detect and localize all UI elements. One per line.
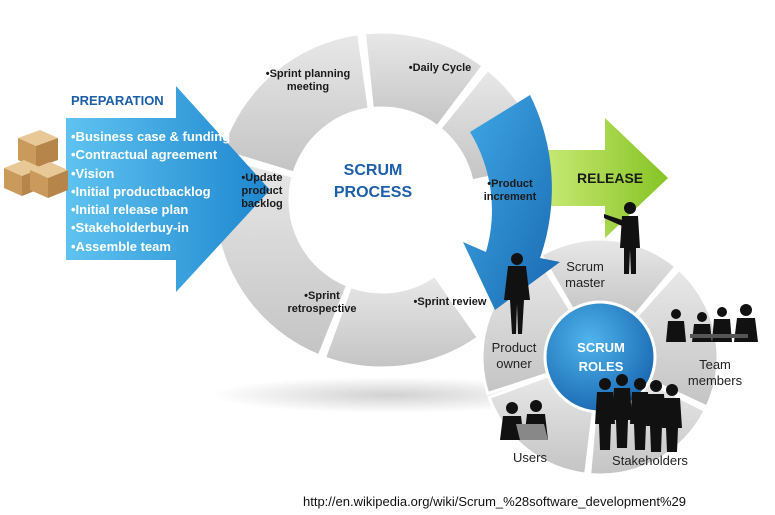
step-update-backlog-line1: •Update — [241, 172, 283, 184]
preparation-title-box — [66, 86, 176, 118]
step-update-backlog-line3: backlog — [241, 198, 283, 210]
step-update-backlog-line2: product — [241, 185, 283, 197]
source-url: http://en.wikipedia.org/wiki/Scrum_%28so… — [303, 494, 686, 509]
roles-title-line2: ROLES — [578, 359, 624, 374]
segment-sprint-review — [322, 273, 481, 370]
prep-item-stakeholder: •Stakeholderbuy-in — [71, 220, 189, 236]
step-update-backlog: •Update product backlog — [230, 172, 294, 211]
step-daily-cycle: •Daily Cycle — [408, 62, 472, 74]
process-title-line1: SCRUM — [343, 162, 403, 179]
role-scrum-master: Scrum master — [555, 259, 615, 291]
role-product-owner-line2: owner — [496, 356, 532, 371]
step-sprint-planning-line2: meeting — [286, 81, 330, 93]
boxes-icon — [4, 130, 68, 198]
step-sprint-planning-line1: •Sprint planning — [265, 68, 351, 80]
segment-update-backlog — [219, 31, 371, 175]
process-title: SCRUM PROCESS — [318, 160, 428, 204]
step-sprint-retrospective: •Sprint retrospective — [272, 290, 372, 316]
prep-item-vision: •Vision — [71, 165, 115, 181]
step-product-increment-line1: •Product — [487, 178, 533, 190]
role-product-owner-line1: Product — [491, 340, 537, 355]
prep-item-contractual: •Contractual agreement — [71, 147, 218, 163]
role-team-members: Team members — [680, 357, 750, 389]
role-users: Users — [513, 450, 547, 465]
stakeholders-figures-icon — [595, 374, 682, 452]
users-figures-icon — [500, 400, 548, 440]
step-sprint-planning: •Sprint planning meeting — [258, 68, 358, 94]
role-scrum-master-line2: master — [565, 275, 605, 290]
scrum-master-figure-icon — [604, 202, 640, 274]
product-owner-figure-icon — [504, 253, 530, 334]
role-product-owner: Product owner — [484, 340, 544, 372]
prep-item-initial-backlog: •Initial productbacklog — [71, 183, 211, 199]
preparation-list: •Business case & funding •Contractual ag… — [71, 128, 230, 256]
prep-item-assemble-team: •Assemble team — [71, 238, 171, 254]
role-scrum-master-line1: Scrum — [566, 259, 604, 274]
roles-title: SCRUM ROLES — [558, 338, 644, 376]
role-team-members-line2: members — [687, 373, 743, 388]
preparation-arrow — [66, 86, 270, 292]
prep-item-release-plan: •Initial release plan — [71, 202, 189, 218]
step-sprint-retro-line1: •Sprint — [304, 290, 340, 302]
team-members-figures-icon — [666, 304, 758, 342]
step-sprint-review: •Sprint review — [413, 296, 487, 308]
role-team-members-line1: Team — [699, 357, 731, 372]
product-increment-segment — [463, 95, 560, 310]
process-title-line2: PROCESS — [333, 184, 413, 201]
release-label: RELEASE — [577, 170, 644, 186]
prep-item-business-case: •Business case & funding — [71, 129, 231, 144]
preparation-title: PREPARATION — [71, 93, 164, 108]
roles-title-line1: SCRUM — [577, 340, 625, 355]
step-product-increment: •Product increment — [470, 178, 550, 204]
wheel-shadow — [210, 377, 570, 413]
step-sprint-retro-line2: retrospective — [287, 303, 357, 315]
step-product-increment-line2: increment — [483, 191, 537, 203]
role-stakeholders: Stakeholders — [612, 453, 688, 468]
segment-sprint-planning — [362, 30, 486, 129]
release-arrow — [548, 118, 668, 238]
